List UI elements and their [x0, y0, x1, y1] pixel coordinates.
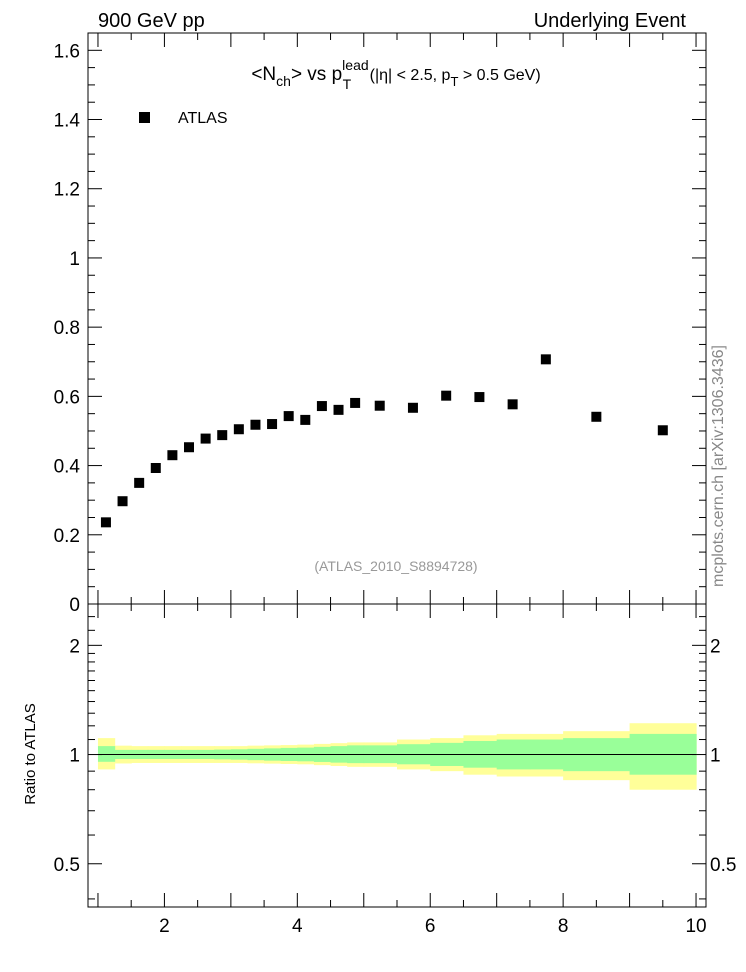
- ratio-ytick-label: 0.5: [54, 855, 80, 876]
- plot-title: <Nch> vs plead T (|η| < 2.5, pT > 0.5 GeV…: [251, 57, 540, 92]
- ratio-band-inner: [97, 746, 116, 762]
- main-panel: 00.20.40.60.811.21.41.6 <Nch> vs plead T …: [54, 32, 707, 616]
- data-point: [134, 477, 145, 488]
- data-point: [150, 462, 161, 473]
- data-point: [441, 390, 452, 401]
- main-ytick-labels: 0 0.2 0.4 0.6 0.8 1 1.2 1.4 1.6: [54, 41, 81, 616]
- ratio-ytick-label-right: 2: [710, 636, 721, 657]
- main-ytick-label: 1.6: [54, 41, 80, 62]
- data-point: [267, 419, 278, 430]
- main-ytick-label: 0.6: [54, 387, 80, 408]
- ratio-xtick-label: 8: [558, 916, 569, 937]
- ratio-panel: 0.5 0.5 1 1 2 2 2 4 6 8 10 Ratio to ATLAS: [22, 603, 737, 937]
- mcplots-label: mcplots.cern.ch [arXiv:1306.3436]: [710, 345, 727, 587]
- data-point: [200, 433, 211, 444]
- ratio-xtick-label: 10: [685, 916, 706, 937]
- data-point: [117, 496, 128, 507]
- data-point: [167, 450, 178, 461]
- data-point: [217, 430, 228, 441]
- data-point: [300, 414, 311, 425]
- ratio-bands: [97, 723, 697, 790]
- title-sub-t2: T: [450, 74, 458, 89]
- title-part-2: > vs p: [291, 64, 342, 85]
- ratio-xtick-label: 2: [159, 916, 170, 937]
- title-sub-ch: ch: [276, 73, 291, 89]
- legend-entry-atlas: ATLAS: [178, 110, 228, 127]
- data-point: [540, 354, 551, 365]
- data-point: [333, 404, 344, 415]
- data-point: [374, 400, 385, 411]
- data-point: [233, 424, 244, 435]
- ratio-xtick-label: 6: [425, 916, 436, 937]
- ratio-xtick-labels: 2 4 6 8 10: [159, 916, 706, 937]
- ratio-ytick-label: 1: [69, 746, 80, 767]
- main-ytick-label: 0.4: [54, 457, 81, 478]
- main-ytick-label: 0.8: [54, 318, 80, 339]
- title-part-4: > 0.5 GeV): [458, 67, 540, 84]
- ratio-xtick-label: 4: [292, 916, 303, 937]
- ratio-ylabel: Ratio to ATLAS: [22, 703, 39, 804]
- data-point: [283, 411, 294, 422]
- data-point: [474, 392, 485, 403]
- main-ytick-label: 1: [69, 249, 80, 270]
- legend-marker: [139, 112, 150, 123]
- ratio-ticks: [88, 604, 706, 907]
- data-points: [100, 354, 668, 528]
- data-point: [250, 419, 261, 430]
- data-point: [184, 442, 195, 453]
- data-point: [350, 397, 361, 408]
- energy-label: 900 GeV pp: [98, 10, 205, 32]
- main-ytick-label: 0.2: [54, 526, 80, 547]
- data-point: [407, 402, 418, 413]
- data-point: [657, 425, 668, 436]
- title-sup-lead: lead: [342, 57, 368, 73]
- ratio-ytick-label: 2: [69, 636, 80, 657]
- main-ticks: [88, 33, 706, 605]
- main-ytick-label: 1.4: [54, 111, 81, 132]
- title-part-3: (|η| < 2.5, p: [365, 67, 450, 84]
- ratio-ytick-labels: 0.5 0.5 1 1 2 2: [54, 636, 737, 875]
- data-point: [100, 517, 111, 528]
- title-part-1: <N: [251, 64, 276, 85]
- data-point: [316, 401, 327, 412]
- title-sub-t: T: [343, 76, 352, 92]
- data-point: [507, 399, 518, 410]
- main-ytick-label: 0: [69, 595, 80, 616]
- analysis-id: (ATLAS_2010_S8894728): [314, 558, 477, 574]
- main-ytick-label: 1.2: [54, 180, 80, 201]
- analysis-label: Underlying Event: [534, 10, 687, 32]
- data-point: [591, 411, 602, 422]
- ratio-ytick-label-right: 0.5: [710, 855, 736, 876]
- ratio-ytick-label-right: 1: [710, 746, 721, 767]
